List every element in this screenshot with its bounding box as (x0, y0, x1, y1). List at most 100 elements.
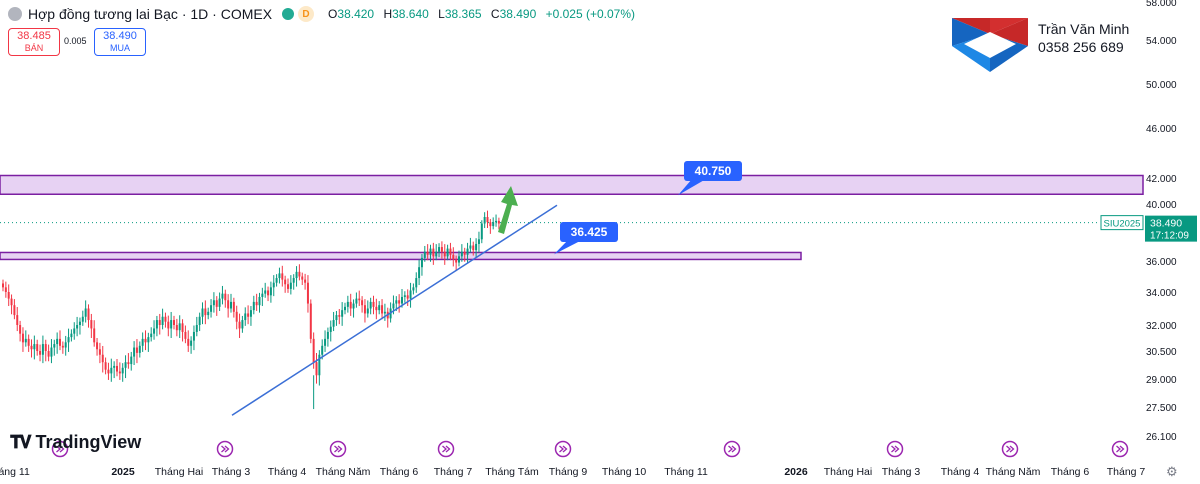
candle-body (195, 325, 198, 332)
settings-gear-icon[interactable]: ⚙ (1166, 464, 1178, 479)
candle-body (39, 351, 42, 355)
candle (486, 210, 489, 229)
up-arrow-icon (498, 186, 518, 234)
close-label: C (490, 7, 500, 21)
candle (130, 351, 133, 371)
symbol-tag-box (1100, 215, 1144, 231)
candle (298, 264, 301, 281)
resistance-zone[interactable] (0, 174, 1144, 195)
candle (267, 286, 270, 302)
event-marker-icon[interactable] (216, 440, 234, 458)
candle-body (449, 248, 452, 255)
candle-body (147, 337, 150, 343)
candle (73, 322, 76, 340)
candle-body (458, 256, 460, 263)
price-tag-box (1145, 215, 1197, 242)
candle (443, 244, 446, 265)
candle (278, 267, 281, 284)
candle (466, 242, 469, 264)
candle (403, 291, 406, 303)
candle-body (158, 320, 161, 325)
event-marker-icon[interactable] (329, 440, 347, 458)
candle (477, 231, 480, 253)
data-delay-badge[interactable]: D (298, 6, 315, 22)
candle (127, 353, 130, 369)
candle-body (113, 365, 116, 368)
event-marker-icon[interactable] (554, 440, 572, 458)
x-tick-label: Tháng Tám (485, 466, 539, 478)
candle-body (198, 316, 201, 325)
candle (19, 320, 22, 342)
candle (153, 320, 156, 340)
price-tag-countdown: 17:12:09 (1150, 231, 1189, 242)
candle (33, 335, 36, 360)
candle (398, 294, 401, 313)
candle-body (284, 279, 287, 285)
sell-button[interactable]: 38.485 BÁN (8, 28, 60, 56)
event-marker-icon[interactable] (437, 440, 455, 458)
resistance-label[interactable]: 40.750 (678, 161, 742, 196)
candle (412, 283, 415, 295)
candle (418, 259, 421, 286)
candle (326, 327, 329, 347)
candle (59, 330, 61, 351)
candle (426, 244, 429, 261)
event-marker-icon[interactable] (723, 440, 741, 458)
candle (315, 353, 318, 384)
candle (195, 316, 198, 337)
candle (4, 281, 7, 298)
candle-body (121, 367, 124, 374)
candle-body (480, 223, 483, 240)
event-marker-chevron (728, 445, 737, 453)
candle (10, 294, 13, 315)
candle-body (175, 325, 178, 331)
candle-body (249, 310, 252, 317)
symbol-icon[interactable] (8, 7, 22, 21)
candle (483, 212, 486, 229)
support-label[interactable]: 36.425 (554, 222, 618, 255)
event-marker-icon[interactable] (1111, 440, 1129, 458)
event-marker-icon[interactable] (1001, 440, 1019, 458)
candle-body (281, 273, 284, 280)
support-label-pointer (554, 240, 582, 255)
trendline[interactable] (231, 204, 558, 416)
tradingview-logo[interactable]: 𝐓𝐕 TradingView (10, 432, 141, 453)
candle-body (355, 298, 358, 304)
candle (432, 242, 435, 265)
event-marker-icon[interactable] (51, 440, 69, 458)
candle-body (332, 320, 335, 327)
symbol-title[interactable]: Hợp đồng tương lai Bạc · 1D · COMEX (28, 6, 273, 22)
x-tick-label: Tháng Năm (316, 466, 371, 478)
candle (361, 296, 364, 313)
y-tick-label: 32.000 (1146, 321, 1177, 332)
candle-body (289, 282, 292, 289)
candle (324, 330, 327, 352)
candle-body (2, 283, 4, 288)
event-marker-chevron (442, 445, 451, 453)
event-marker-icon[interactable] (886, 440, 904, 458)
candle-body (438, 247, 441, 252)
candle-body (315, 362, 318, 376)
candle (135, 339, 138, 364)
event-marker-chevron (559, 445, 568, 453)
sell-price: 38.485 (17, 30, 51, 42)
support-zone[interactable] (0, 251, 802, 261)
candle (363, 299, 366, 323)
candle (352, 299, 355, 318)
candle (287, 278, 289, 293)
candle (2, 279, 4, 292)
candle-body (463, 251, 466, 255)
candle (318, 350, 321, 386)
candle-body (466, 248, 469, 255)
x-tick-label: Tháng Hai (824, 466, 872, 478)
candle (241, 315, 244, 333)
candle (460, 244, 463, 262)
buy-button[interactable]: 38.490 MUA (94, 28, 146, 56)
x-tick-label: Tháng 9 (549, 466, 588, 478)
event-marker-chevron (56, 445, 65, 453)
candle-body (36, 344, 39, 351)
candle (150, 327, 153, 342)
y-tick-label: 26.100 (1146, 432, 1177, 443)
candle (244, 307, 247, 326)
